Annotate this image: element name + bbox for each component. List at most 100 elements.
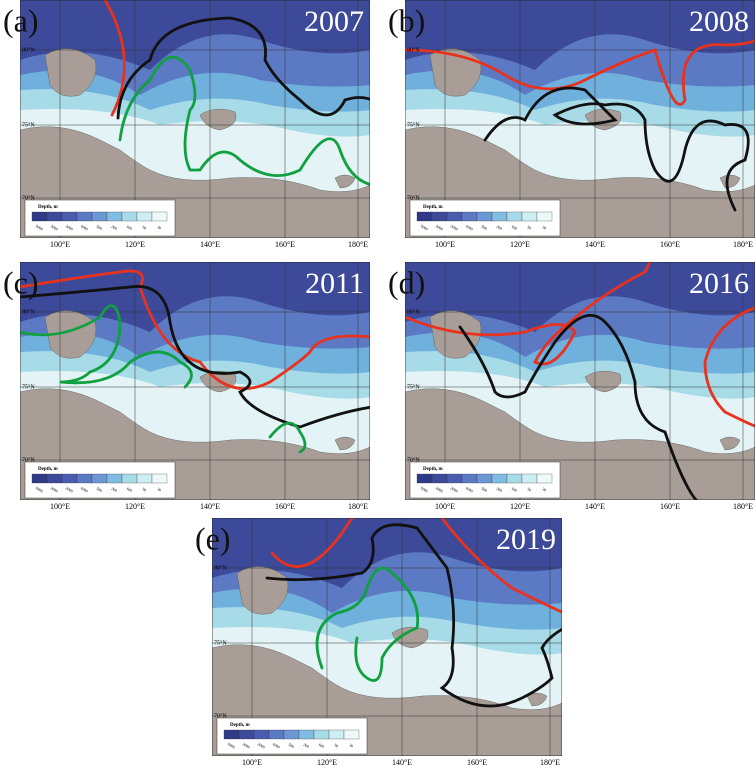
legend-swatch [91,473,108,484]
contour-green [20,304,193,389]
lon-label: 120°E [125,502,145,511]
land [719,174,741,189]
land [719,436,741,451]
legend-level: 30 [156,486,162,492]
map-panel: Depth, m 5000 3000 2000 1000 500 200 100 50 30 80°… [388,262,755,511]
legend-level: 200 [110,224,118,231]
land [334,174,356,189]
legend-level: 50 [526,224,532,230]
legend-swatch [506,211,523,222]
lon-label: 180°E [540,758,560,767]
lon-label: 180°E [348,502,368,511]
lat-label: 80°N [22,308,35,315]
legend-level: 3000 [50,485,59,493]
legend-swatch [476,473,493,484]
legend-level: 500 [287,742,295,749]
legend-swatch [521,473,538,484]
legend-level: 1000 [272,741,281,749]
lat-label: 80°N [407,308,420,315]
panel-label: (a) [3,2,39,38]
contour-red [270,518,354,568]
lon-label: 120°E [317,758,337,767]
legend-level: 5000 [35,485,44,493]
legend-swatch [431,211,448,222]
legend-level: 5000 [227,741,236,749]
legend-swatch [91,211,108,222]
legend-level: 3000 [435,485,444,493]
lat-label: 80°N [22,46,35,53]
legend-swatch [298,729,315,740]
legend-swatch [76,211,93,222]
legend-level: 30 [156,224,162,230]
contour-black [265,523,562,708]
contour-red [405,39,755,106]
legend-level: 50 [333,742,339,748]
legend-level: 1000 [80,485,89,493]
legend-level: 100 [510,486,518,493]
legend-swatch [106,211,123,222]
lat-label: 75°N [214,639,227,646]
contour-black [116,16,370,120]
legend-level: 100 [317,742,325,749]
legend-level: 200 [495,486,503,493]
legend-level: 200 [495,224,503,231]
map-panel: Depth, m 5000 3000 2000 1000 500 200 100 50 30 80°… [3,0,370,249]
legend-level: 2000 [65,223,74,231]
land [429,48,482,97]
legend-level: 5000 [420,223,429,231]
legend-level: 3000 [50,223,59,231]
map-area: Depth, m 5000 3000 2000 1000 500 200 100 50 30 [20,262,370,500]
map-panel: Depth, m 5000 3000 2000 1000 500 200 100 50 30 80°… [195,518,562,767]
legend-level: 5000 [35,223,44,231]
legend-swatch [253,729,270,740]
contour-red [20,269,370,390]
legend-swatch [268,729,285,740]
legend-swatch [61,211,78,222]
legend-level: 200 [110,486,118,493]
land [44,310,97,359]
legend-level: 100 [510,224,518,231]
legend-level: 50 [141,224,147,230]
panel-label: (e) [195,520,231,556]
legend-swatch [521,211,538,222]
legend-swatch [136,211,153,222]
contour-red [703,306,755,428]
lat-label: 75°N [407,383,420,390]
legend-level: 100 [125,224,133,231]
lon-label: 120°E [510,502,530,511]
legend-swatch [446,473,463,484]
lon-label: 100°E [50,240,70,249]
panel-label: (c) [3,264,39,300]
legend-level: 5000 [420,485,429,493]
legend-swatch [151,211,168,222]
legend-swatch [506,473,523,484]
map-area: Depth, m 5000 3000 2000 1000 500 200 100 50 30 [405,262,755,500]
legend-swatch [491,211,508,222]
legend-swatch [223,729,240,740]
panel-label: (b) [388,2,425,38]
legend-swatch [343,729,360,740]
lon-label: 160°E [660,240,680,249]
contour-green [268,421,307,454]
legend-level: 100 [125,486,133,493]
legend-title: Depth, m [423,467,444,472]
legend-swatch [46,211,63,222]
legend-title: Depth, m [38,205,59,210]
legend-title: Depth, m [230,723,251,728]
legend-level: 1000 [465,485,474,493]
contour-red [405,262,652,366]
legend-swatch [536,211,553,222]
panel-label: (d) [388,264,425,300]
lat-label: 75°N [407,121,420,128]
lon-label: 140°E [585,240,605,249]
legend-swatch [416,473,433,484]
lon-label: 140°E [200,502,220,511]
legend-swatch [76,473,93,484]
legend-swatch [121,211,138,222]
lon-label: 120°E [510,240,530,249]
lon-label: 180°E [733,502,753,511]
legend-swatch [31,211,48,222]
legend-level: 3000 [435,223,444,231]
lon-label: 180°E [733,240,753,249]
